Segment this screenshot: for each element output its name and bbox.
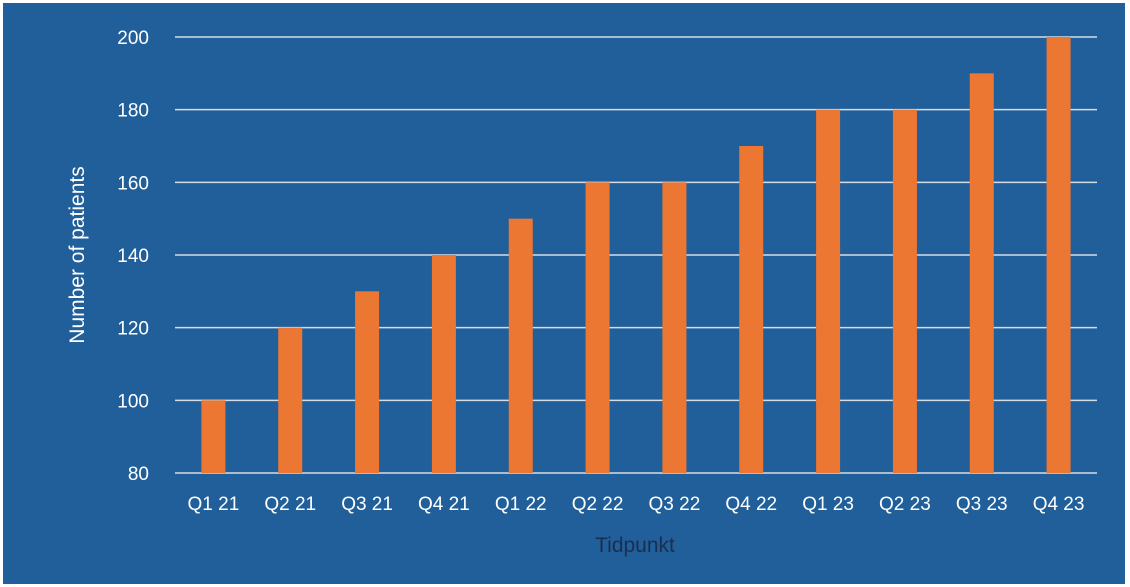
y-axis-ticks: 80 100 120 140 160 180 200 <box>117 28 149 485</box>
y-tick-label: 100 <box>117 391 149 412</box>
x-tick-label: Q4 22 <box>725 494 777 515</box>
x-tick-label: Q4 21 <box>418 494 470 515</box>
gridlines <box>175 36 1097 474</box>
y-tick-label: 120 <box>117 319 149 340</box>
x-tick-label: Q2 21 <box>264 494 316 515</box>
y-tick-label: 140 <box>117 246 149 267</box>
x-tick-label: Q3 21 <box>341 494 393 515</box>
bar <box>892 109 917 474</box>
y-tick-label: 80 <box>128 464 149 485</box>
y-tick-label: 200 <box>117 28 149 49</box>
bar <box>739 146 764 473</box>
bar <box>355 291 380 473</box>
bars <box>201 37 1071 474</box>
x-tick-label: Q4 23 <box>1033 494 1085 515</box>
x-tick-label: Q2 22 <box>572 494 624 515</box>
bar <box>585 182 610 474</box>
y-tick-label: 180 <box>117 101 149 122</box>
x-tick-label: Q1 21 <box>188 494 240 515</box>
bar <box>662 182 687 474</box>
x-tick-label: Q1 23 <box>802 494 854 515</box>
x-tick-label: Q1 22 <box>495 494 547 515</box>
x-tick-label: Q3 23 <box>956 494 1008 515</box>
y-axis-title: Number of patients <box>66 166 89 343</box>
bar <box>508 218 533 473</box>
y-tick-label: 160 <box>117 173 149 194</box>
bar <box>816 109 841 474</box>
chart-background <box>3 3 1125 584</box>
bar <box>1046 37 1071 473</box>
bar <box>201 400 226 473</box>
bar <box>431 255 456 473</box>
bar <box>969 73 994 473</box>
x-axis-ticks: Q1 21 Q2 21 Q3 21 Q4 21 Q1 22 Q2 22 Q3 22 Q4 22… <box>188 494 1085 515</box>
x-tick-label: Q3 22 <box>649 494 701 515</box>
x-tick-label: Q2 23 <box>879 494 931 515</box>
bar <box>278 327 303 473</box>
x-axis-title: Tidpunkt <box>595 534 675 557</box>
